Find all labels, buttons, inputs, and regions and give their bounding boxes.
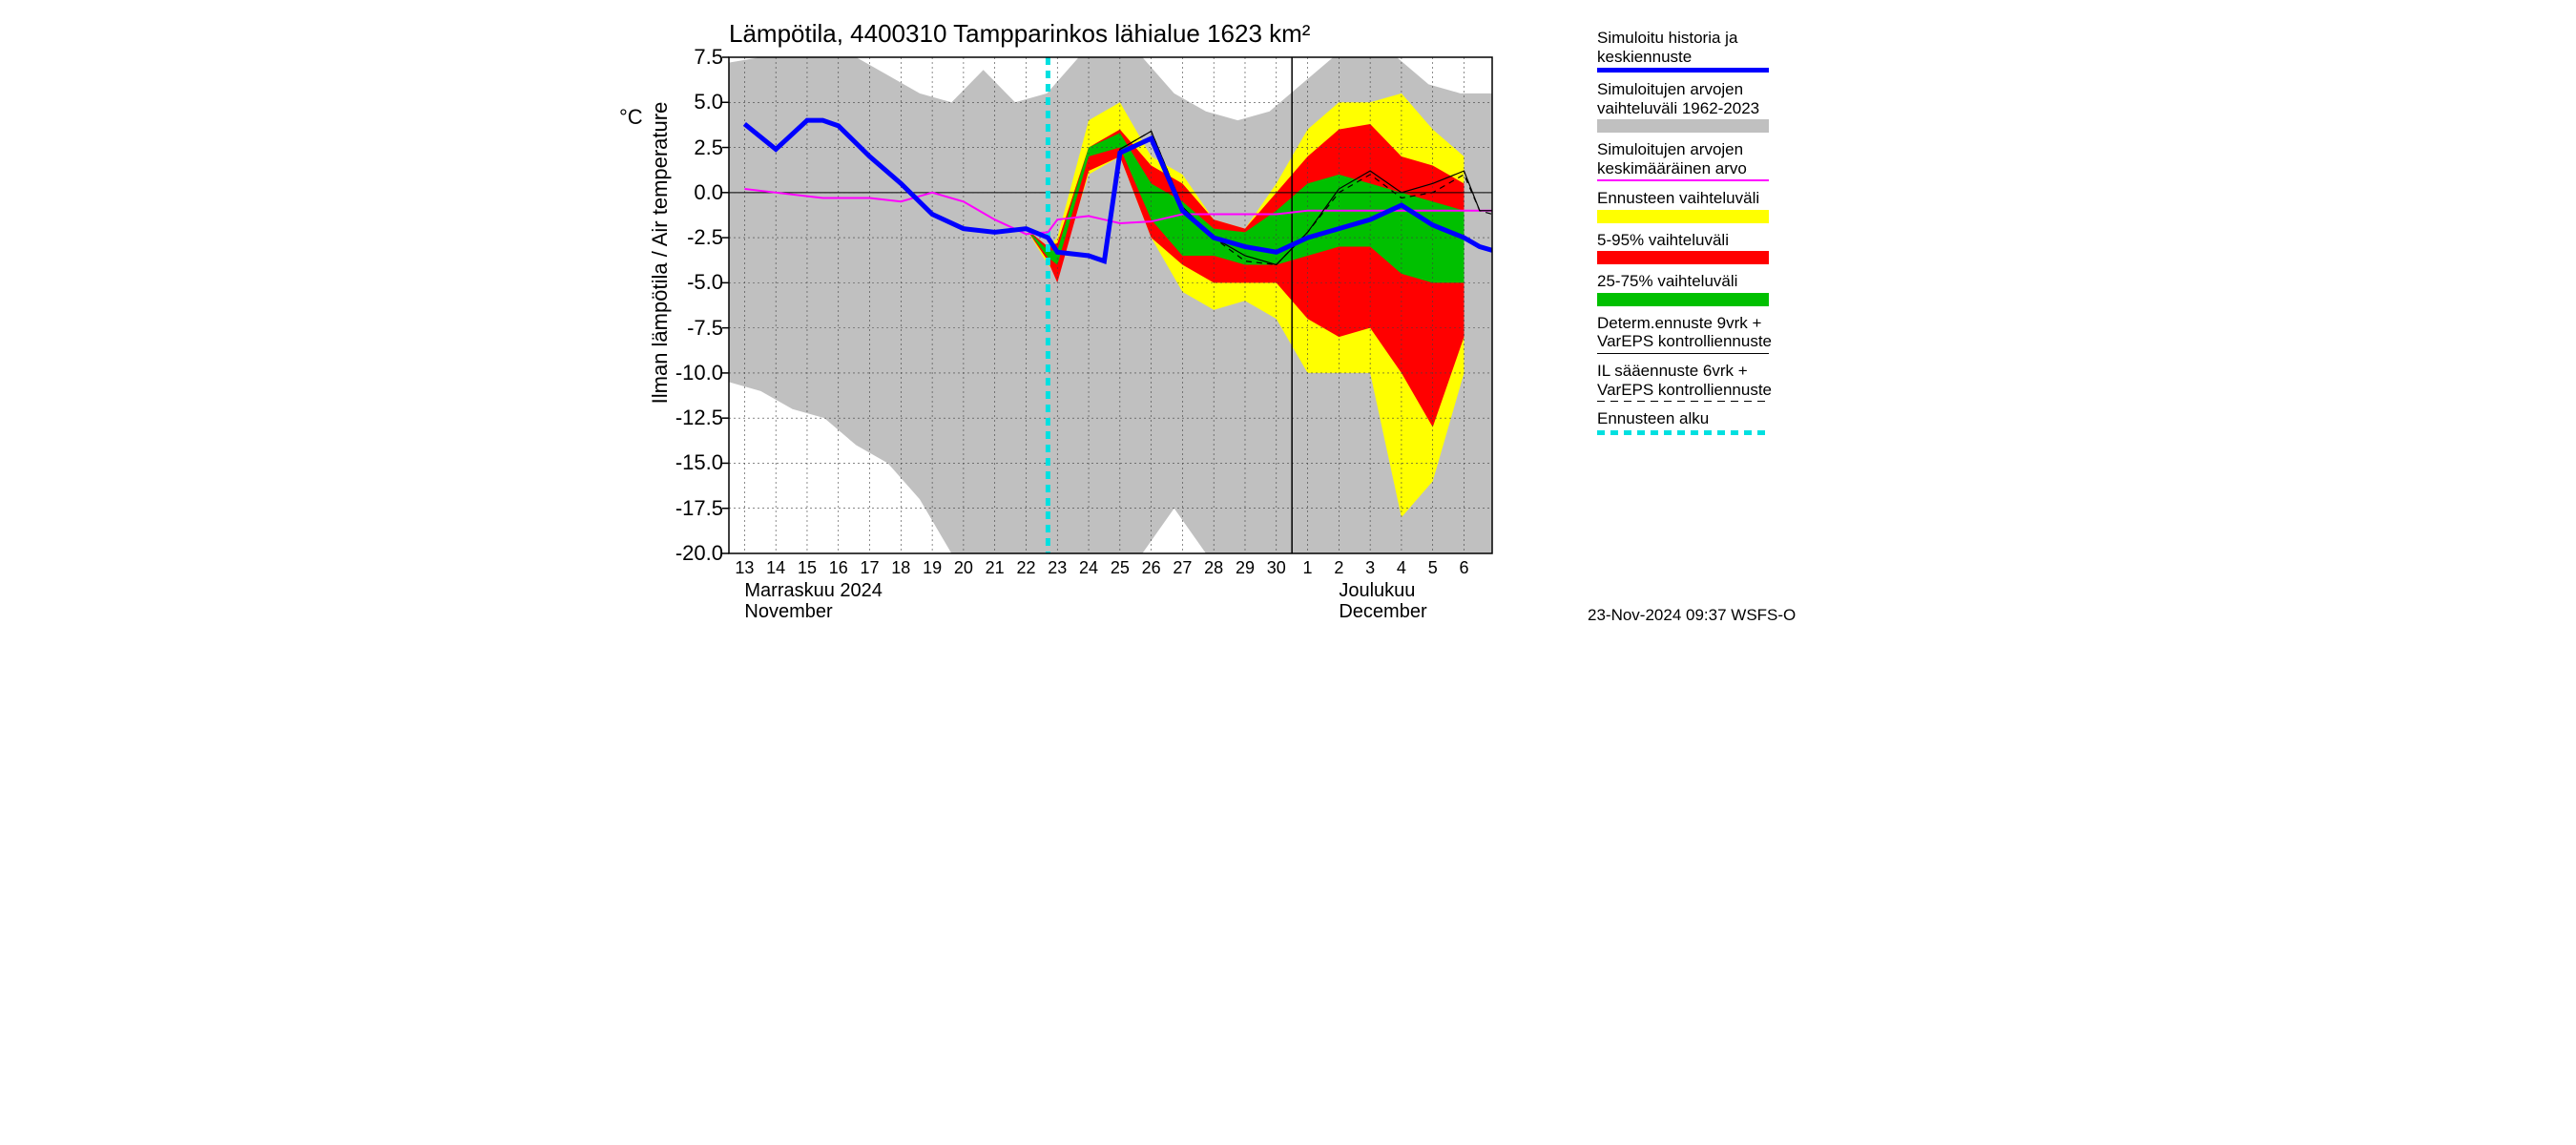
- y-tick-label: -20.0: [647, 541, 723, 566]
- legend-item: Simuloitujen arvojenvaihteluväli 1962-20…: [1597, 80, 1817, 133]
- x-tick-label: 16: [829, 558, 848, 578]
- month1-label-bot: November: [744, 601, 832, 623]
- x-tick-label: 15: [798, 558, 817, 578]
- legend-swatch: [1597, 251, 1769, 264]
- month2-label-bot: December: [1339, 601, 1426, 623]
- x-tick-label: 20: [954, 558, 973, 578]
- legend-swatch: [1597, 119, 1769, 133]
- y-tick-label: 5.0: [647, 90, 723, 114]
- y-tick-label: 0.0: [647, 180, 723, 205]
- x-tick-label: 29: [1236, 558, 1255, 578]
- legend-swatch: [1597, 401, 1769, 402]
- y-tick-label: -10.0: [647, 361, 723, 385]
- legend-swatch: [1597, 353, 1769, 354]
- legend-item: IL sääennuste 6vrk + VarEPS kontrollienn…: [1597, 362, 1817, 402]
- x-tick-label: 3: [1365, 558, 1375, 578]
- month1-label-top: Marraskuu 2024: [744, 580, 883, 602]
- x-tick-label: 26: [1142, 558, 1161, 578]
- y-tick-label: -7.5: [647, 316, 723, 341]
- legend-swatch: [1597, 179, 1769, 181]
- legend-item: 5-95% vaihteluväli: [1597, 231, 1817, 265]
- x-tick-label: 23: [1048, 558, 1067, 578]
- x-tick-label: 2: [1334, 558, 1343, 578]
- legend-swatch: [1597, 293, 1769, 306]
- x-tick-label: 5: [1428, 558, 1438, 578]
- legend-item: Ennusteen vaihteluväli: [1597, 189, 1817, 223]
- x-tick-label: 27: [1173, 558, 1192, 578]
- y-tick-label: -17.5: [647, 496, 723, 521]
- y-tick-label: -5.0: [647, 270, 723, 295]
- y-tick-label: 2.5: [647, 135, 723, 160]
- legend-swatch: [1597, 210, 1769, 223]
- x-tick-label: 21: [986, 558, 1005, 578]
- x-tick-label: 13: [735, 558, 754, 578]
- legend-item: Determ.ennuste 9vrk +VarEPS kontrollienn…: [1597, 314, 1817, 354]
- legend-item: Simuloitu historia jakeskiennuste: [1597, 29, 1817, 73]
- x-tick-label: 30: [1267, 558, 1286, 578]
- y-tick-label: -2.5: [647, 225, 723, 250]
- footer-timestamp: 23-Nov-2024 09:37 WSFS-O: [1588, 606, 1796, 625]
- legend: Simuloitu historia jakeskiennuste Simuloi…: [1597, 29, 1817, 443]
- x-tick-label: 14: [766, 558, 785, 578]
- y-tick-label: -12.5: [647, 406, 723, 430]
- x-tick-label: 17: [861, 558, 880, 578]
- x-tick-label: 25: [1111, 558, 1130, 578]
- x-tick-label: 22: [1016, 558, 1035, 578]
- legend-item: Ennusteen alku: [1597, 409, 1817, 435]
- chart-container: Lämpötila, 4400310 Tampparinkos lähialue…: [567, 0, 2009, 641]
- x-tick-label: 18: [891, 558, 910, 578]
- x-tick-label: 28: [1204, 558, 1223, 578]
- y-tick-label: 7.5: [647, 45, 723, 70]
- legend-swatch: [1597, 430, 1769, 435]
- y-tick-label: -15.0: [647, 450, 723, 475]
- x-tick-label: 19: [923, 558, 942, 578]
- x-tick-label: 24: [1079, 558, 1098, 578]
- x-tick-label: 6: [1459, 558, 1468, 578]
- legend-item: Simuloitujen arvojenkeskimääräinen arvo: [1597, 140, 1817, 181]
- legend-item: 25-75% vaihteluväli: [1597, 272, 1817, 306]
- x-tick-label: 1: [1303, 558, 1313, 578]
- month2-label-top: Joulukuu: [1339, 580, 1415, 602]
- x-tick-label: 4: [1397, 558, 1406, 578]
- legend-swatch: [1597, 68, 1769, 73]
